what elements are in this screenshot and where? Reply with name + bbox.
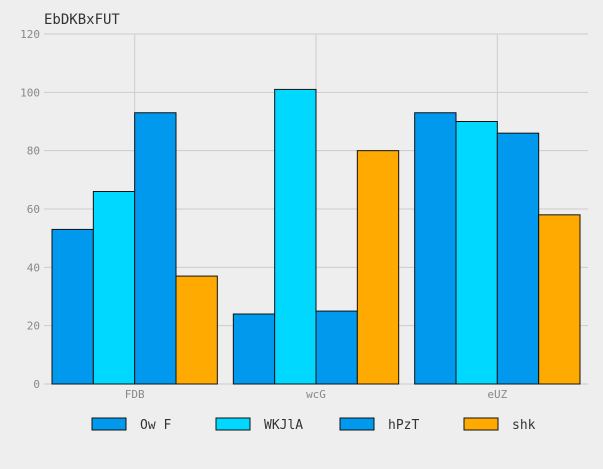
bar — [455, 121, 498, 385]
bar — [92, 191, 136, 385]
y-tick-label: 100 — [20, 86, 40, 99]
bar — [538, 214, 581, 385]
legend: Ow F WKJlA hPzT shk — [91, 417, 536, 433]
bar — [274, 88, 317, 385]
bar — [356, 150, 400, 385]
legend-swatch — [215, 417, 251, 431]
x-tick-label: eUZ — [487, 388, 507, 401]
bar — [134, 112, 177, 385]
y-tick-label: 0 — [33, 378, 40, 391]
bar — [232, 313, 276, 385]
y-axis: 0 20 40 60 80 100 120 — [20, 28, 40, 391]
bar — [315, 310, 358, 385]
legend-swatch — [339, 417, 375, 431]
legend-swatch — [91, 417, 127, 431]
legend-label: Ow F — [140, 418, 171, 433]
x-tick-label: wcG — [306, 388, 326, 401]
legend-label: hPzT — [388, 418, 419, 433]
bars — [51, 88, 581, 385]
y-tick-label: 60 — [27, 203, 40, 216]
chart-title: EbDKBxFUT — [44, 12, 120, 28]
legend-swatch — [463, 417, 499, 431]
y-tick-label: 20 — [27, 320, 40, 333]
x-tick-label: FDB — [125, 388, 145, 401]
bar — [51, 228, 94, 385]
legend-label: shk — [512, 418, 536, 433]
y-tick-label: 40 — [27, 261, 40, 274]
bar — [496, 132, 540, 385]
x-axis: FDB wcG eUZ — [125, 388, 508, 401]
y-tick-label: 120 — [20, 28, 40, 41]
bar — [175, 275, 218, 385]
bar — [414, 112, 457, 385]
y-tick-label: 80 — [27, 145, 40, 158]
legend-label: WKJlA — [264, 418, 303, 433]
